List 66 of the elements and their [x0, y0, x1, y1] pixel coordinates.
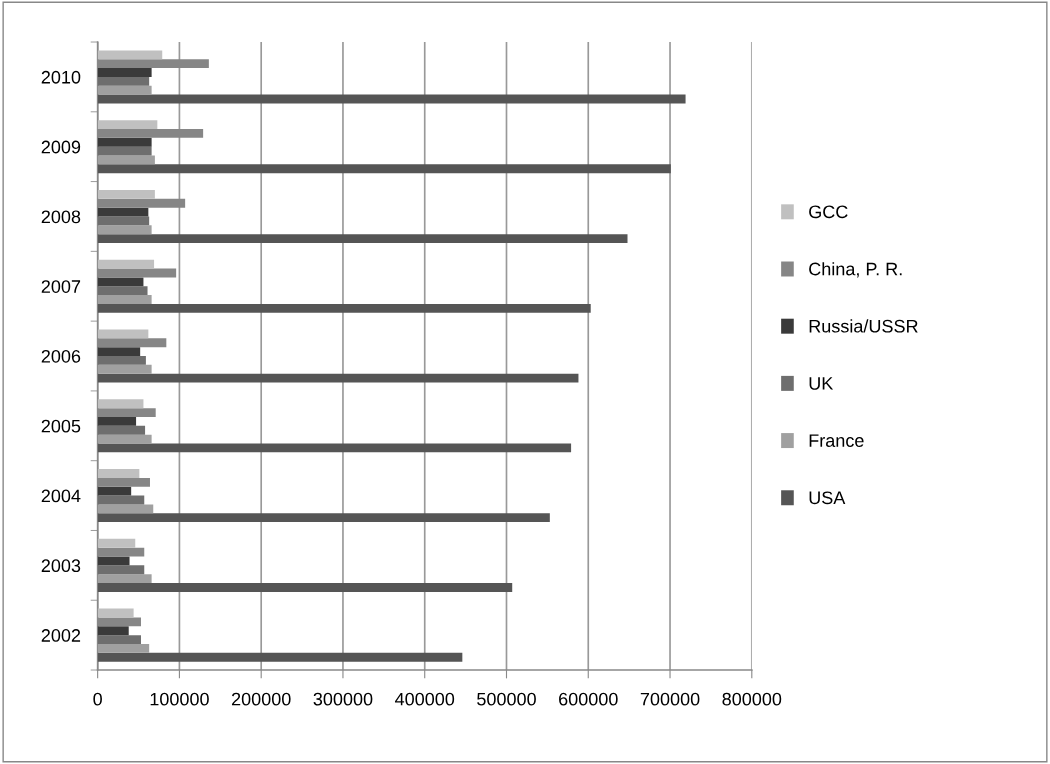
bar	[97, 583, 513, 592]
bar	[97, 164, 671, 174]
bar	[97, 286, 148, 296]
x-tick-label: 0	[93, 692, 102, 706]
x-tick-label: 700000	[640, 692, 700, 706]
y-tick-label: 2008	[41, 210, 81, 224]
bar	[97, 373, 579, 383]
x-tick-label: 500000	[477, 692, 536, 706]
bar	[97, 399, 144, 409]
bar	[97, 504, 154, 514]
bar	[97, 425, 146, 435]
y-tick-label: 2002	[41, 629, 81, 642]
legend-label: USA	[809, 491, 846, 505]
bar	[97, 94, 686, 104]
bar	[97, 652, 463, 662]
bar	[97, 443, 572, 453]
y-tick-label: 2010	[41, 70, 81, 84]
bar	[97, 120, 158, 130]
x-tick-label: 300000	[313, 692, 373, 706]
bar	[97, 513, 550, 523]
bar	[97, 469, 140, 478]
bar	[97, 68, 152, 77]
bar	[97, 486, 132, 496]
y-tick-label: 2003	[41, 559, 81, 573]
bar	[97, 434, 152, 444]
legend-label: China, P. R.	[809, 262, 902, 278]
bar	[97, 364, 152, 374]
bar	[97, 50, 163, 60]
bar	[97, 635, 141, 644]
bar	[97, 295, 152, 304]
bar	[97, 303, 591, 313]
bar	[97, 626, 129, 636]
bar	[97, 556, 130, 566]
x-tick-label: 100000	[150, 692, 209, 706]
y-tick-label: 2005	[41, 419, 81, 433]
bar	[97, 189, 155, 199]
bar	[97, 76, 150, 86]
bar	[97, 259, 155, 269]
legend-label: UK	[809, 377, 834, 390]
y-tick-label: 2009	[41, 140, 81, 154]
bar	[97, 277, 144, 287]
y-tick-label: 2007	[41, 280, 81, 293]
bar	[97, 574, 152, 584]
bar	[97, 155, 155, 165]
bar	[97, 416, 137, 426]
bar	[97, 225, 152, 235]
bar	[97, 234, 628, 243]
bar	[97, 146, 152, 156]
y-tick-label: 2004	[41, 489, 81, 503]
bar	[97, 347, 141, 357]
bar	[97, 356, 146, 365]
x-tick-label: 400000	[395, 692, 455, 706]
bar	[97, 643, 150, 653]
bar	[97, 608, 134, 618]
bar	[97, 538, 136, 548]
legend-label: France	[809, 434, 864, 447]
bar	[97, 85, 152, 95]
x-tick-label: 800000	[722, 692, 782, 706]
bar	[97, 216, 150, 226]
legend-label: GCC	[809, 205, 848, 219]
legend-label: Russia/USSR	[809, 319, 918, 333]
x-tick-label: 200000	[231, 692, 291, 706]
y-tick-label: 2006	[41, 349, 81, 363]
x-tick-label: 600000	[559, 692, 618, 706]
bar	[97, 137, 152, 147]
bar	[97, 565, 145, 575]
